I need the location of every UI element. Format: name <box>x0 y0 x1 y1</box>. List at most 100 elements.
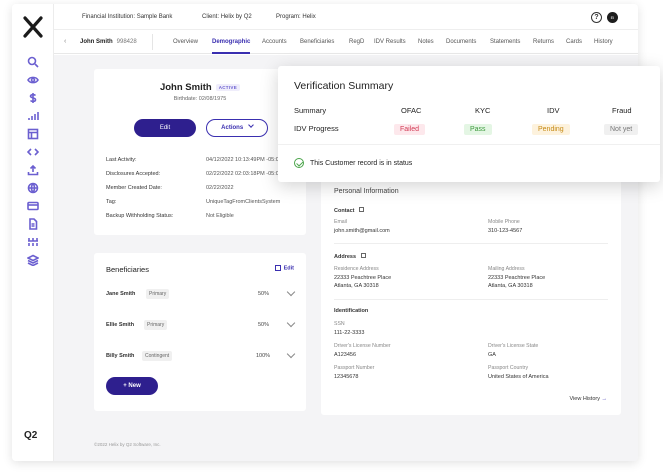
summary-label: Summary <box>294 106 327 115</box>
beneficiary-type: Primary <box>146 289 170 299</box>
info-key: Backup Withholding Status: <box>106 213 174 219</box>
customer-id: 998428 <box>116 39 137 45</box>
verification-title: Verification Summary <box>294 80 394 92</box>
client-value: Helix by Q2 <box>220 14 252 20</box>
status-kyc: Pass <box>464 124 492 135</box>
top-bar: Financial Institution: Sample Bank Clien… <box>54 4 638 30</box>
edit-label: Edit <box>283 265 294 272</box>
new-label: New <box>128 383 141 389</box>
tab-regd[interactable]: RegD <box>349 39 365 45</box>
popover-divider <box>278 144 660 145</box>
passport-country-label: Passport Country <box>488 365 529 371</box>
beneficiaries-edit-button[interactable]: Edit <box>274 265 294 272</box>
drivers-license-state-label: Driver's License State <box>488 343 539 349</box>
info-key: Disclosures Accepted: <box>106 171 161 177</box>
tab-cards[interactable]: Cards <box>566 39 583 45</box>
customer-tab-bar: ‹ John Smith 998428 Overview Demographic … <box>54 30 638 54</box>
tab-returns[interactable]: Returns <box>533 39 555 45</box>
institution-value: Sample Bank <box>136 14 173 20</box>
edit-icon[interactable] <box>360 253 366 258</box>
tab-documents[interactable]: Documents <box>446 39 477 45</box>
status-idv: Pending <box>532 124 570 135</box>
client-label: Client: <box>202 14 220 20</box>
drivers-license-state-value: GA <box>488 352 496 358</box>
new-beneficiary-button[interactable]: + New <box>106 377 158 395</box>
mailing-address-label: Mailing Address <box>488 266 525 272</box>
info-value: Not Eligible <box>206 213 234 219</box>
beneficiary-percent: 50% <box>258 291 270 297</box>
view-history-link[interactable]: View History → <box>570 396 608 402</box>
tab-accounts[interactable]: Accounts <box>262 39 287 45</box>
personal-info-title: Personal Information <box>334 188 399 195</box>
chevron-down-icon <box>248 122 254 128</box>
tab-notes[interactable]: Notes <box>418 39 434 45</box>
verification-note: This Customer record is in status <box>294 158 412 168</box>
column-idv: IDV <box>547 106 560 115</box>
ssn-label: SSN <box>334 321 345 327</box>
edit-button[interactable]: Edit <box>134 119 196 137</box>
dollar-icon[interactable] <box>26 91 40 105</box>
chart-icon[interactable] <box>26 109 40 123</box>
beneficiary-type: Contingent <box>142 351 173 361</box>
info-key: Member Created Date: <box>106 185 162 191</box>
search-icon[interactable] <box>26 55 40 69</box>
avatar[interactable]: EI <box>607 12 618 23</box>
chevron-down-icon[interactable] <box>286 287 296 297</box>
personal-info-card: Personal Information Contact Email john.… <box>321 175 621 415</box>
document-icon[interactable] <box>26 217 40 231</box>
section-divider <box>334 299 608 300</box>
program-info: Program: Helix <box>276 14 316 20</box>
upload-icon[interactable] <box>26 163 40 177</box>
customer-name: John Smith <box>80 39 113 45</box>
tab-divider <box>152 34 153 50</box>
passport-number-value: 12345678 <box>334 374 359 380</box>
institution-label: Financial Institution: <box>82 14 136 20</box>
plus-icon: + <box>123 383 129 389</box>
passport-country-value: United States of America <box>488 374 549 380</box>
status-fraud: Not yet <box>604 124 639 135</box>
beneficiaries-title: Beneficiaries <box>106 265 149 274</box>
layers-icon[interactable] <box>26 253 40 267</box>
chevron-down-icon[interactable] <box>286 318 296 328</box>
info-key: Tag: <box>106 199 117 205</box>
mailing-address-line1: 22333 Peachtree Place <box>488 275 546 281</box>
info-key: Last Activity: <box>106 157 137 163</box>
view-history-label: View History <box>569 396 600 402</box>
verification-note-text: This Customer record is in status <box>310 159 413 167</box>
tab-idv-results[interactable]: IDV Results <box>374 39 406 45</box>
info-value: 02/22/2022 02:03:18PM -05:00 <box>206 171 282 177</box>
tab-overview[interactable]: Overview <box>173 39 199 45</box>
code-icon[interactable] <box>26 145 40 159</box>
info-value: 04/12/2022 10:13:49PM -05:00 <box>206 157 282 163</box>
card-icon[interactable] <box>26 199 40 213</box>
chevron-down-icon[interactable] <box>286 349 296 359</box>
edit-icon <box>274 265 281 271</box>
customer-identity: John Smith 998428 <box>80 39 137 45</box>
beneficiary-percent: 50% <box>258 322 270 328</box>
beneficiary-row[interactable]: Ellie Smith Primary 50% <box>106 318 296 332</box>
mailing-address-line2: Atlanta, GA 30318 <box>488 283 533 289</box>
actions-button[interactable]: Actions <box>206 119 268 137</box>
tab-beneficiaries[interactable]: Beneficiaries <box>300 39 335 45</box>
residence-address-line1: 22333 Peachtree Place <box>334 275 392 281</box>
edit-icon[interactable] <box>359 207 365 212</box>
info-value: 02/22/2022 <box>206 185 234 191</box>
check-circle-icon <box>294 158 304 168</box>
tab-demographic[interactable]: Demographic <box>212 39 251 54</box>
address-label: Address <box>334 254 357 260</box>
tab-statements[interactable]: Statements <box>490 39 521 45</box>
beneficiary-row[interactable]: Jane Smith Primary 50% <box>106 287 296 301</box>
chevron-left-icon[interactable]: ‹ <box>64 38 67 45</box>
helix-logo[interactable] <box>23 16 43 38</box>
tab-history[interactable]: History <box>594 39 613 45</box>
eye-icon[interactable] <box>26 73 40 87</box>
beneficiary-row[interactable]: Billy Smith Contingent 100% <box>106 349 296 363</box>
beneficiary-percent: 100% <box>256 353 271 359</box>
table-icon[interactable] <box>26 127 40 141</box>
question-circle-icon[interactable]: ? <box>591 12 602 23</box>
client-info: Client: Helix by Q2 <box>202 14 252 20</box>
column-fraud: Fraud <box>612 106 632 115</box>
network-icon[interactable] <box>26 235 40 249</box>
arrow-right-icon: → <box>601 396 608 402</box>
globe-icon[interactable] <box>26 181 40 195</box>
